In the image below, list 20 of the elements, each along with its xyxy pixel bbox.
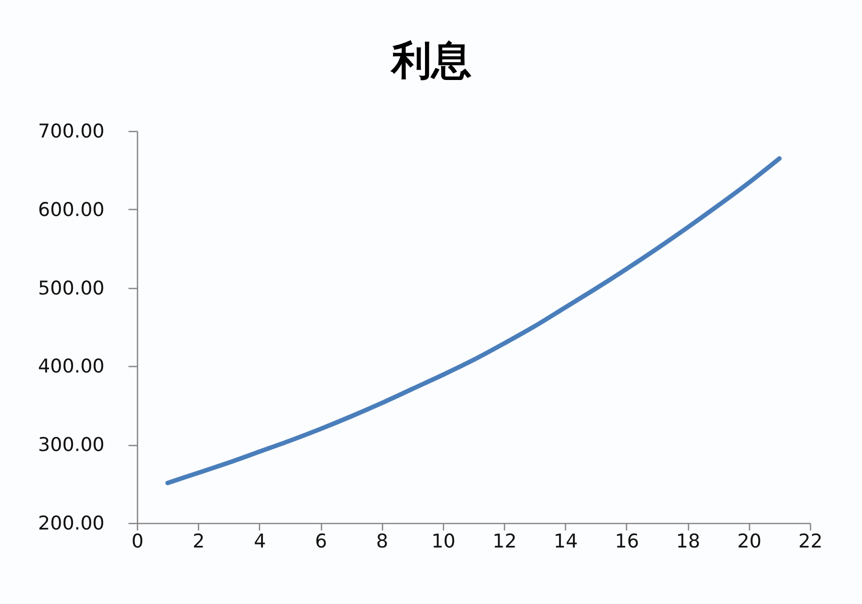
y-tick-label: 400.00 bbox=[38, 356, 104, 378]
x-tick-label: 20 bbox=[737, 530, 762, 552]
x-tick-label: 10 bbox=[431, 530, 456, 552]
y-tick-label: 600.00 bbox=[38, 198, 104, 221]
chart-title: 利息 bbox=[390, 37, 472, 84]
y-tick-label: 300.00 bbox=[38, 434, 104, 456]
y-tick-label: 500.00 bbox=[38, 277, 104, 300]
x-tick-label: 16 bbox=[614, 530, 640, 552]
x-tick-label: 0 bbox=[131, 530, 144, 552]
x-tick-label: 2 bbox=[192, 530, 205, 552]
x-tick-label: 22 bbox=[798, 530, 823, 552]
x-tick-label: 4 bbox=[254, 530, 266, 552]
y-tick-label: 700.00 bbox=[38, 120, 104, 142]
x-tick-label: 6 bbox=[315, 530, 328, 552]
y-tick-label: 200.00 bbox=[38, 512, 104, 534]
x-tick-label: 18 bbox=[676, 530, 700, 552]
line-series bbox=[165, 156, 782, 486]
x-tick-label: 8 bbox=[376, 530, 388, 552]
x-tick-label: 12 bbox=[492, 530, 517, 552]
x-tick-label: 14 bbox=[554, 530, 578, 552]
